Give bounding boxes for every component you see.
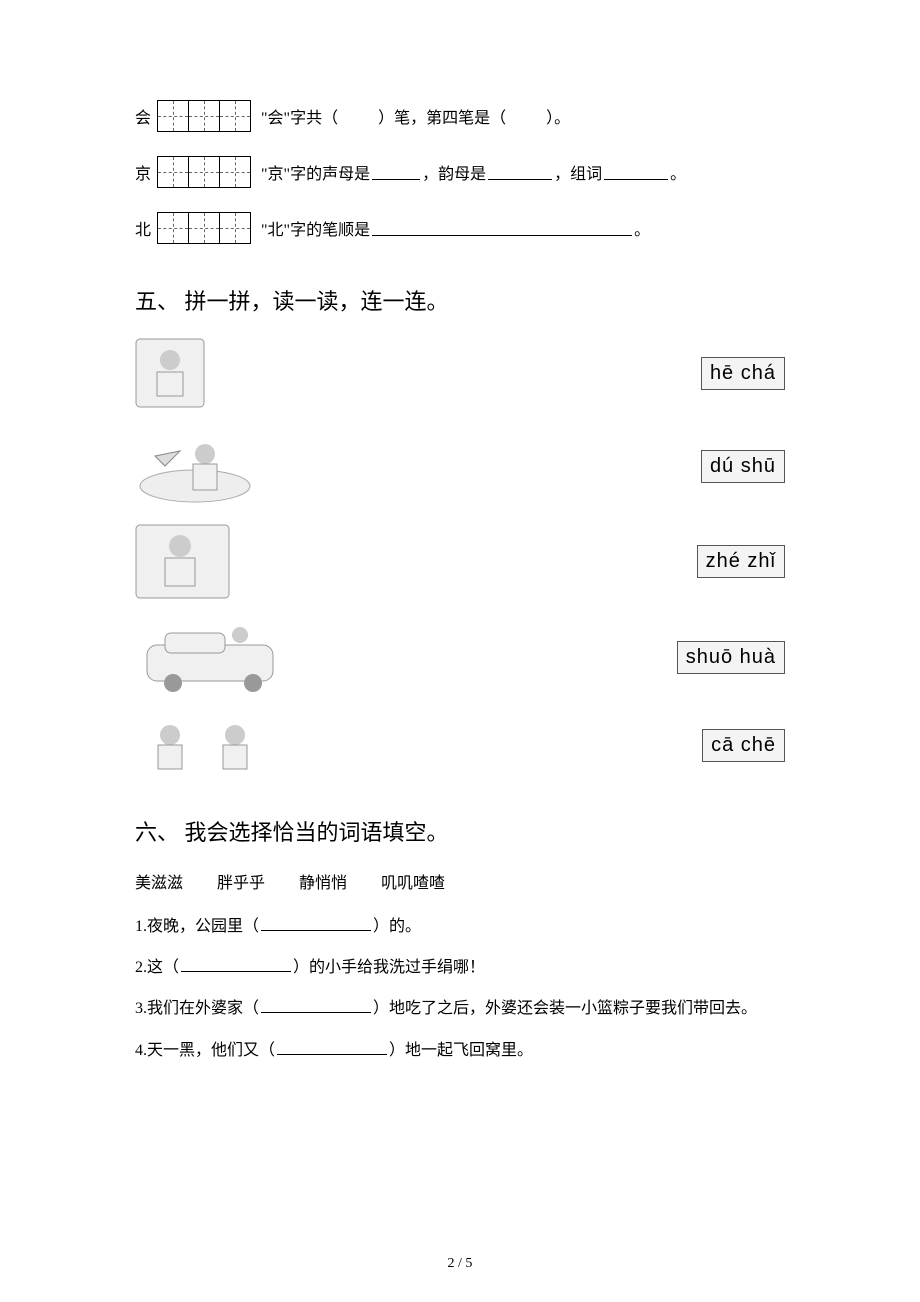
section-6-heading: 六、 我会选择恰当的词语填空。: [135, 815, 785, 847]
underline-blank: [261, 917, 371, 931]
row-text: "京"字的声母是: [261, 160, 370, 184]
tian-cell: [157, 100, 189, 132]
underline-blank: [372, 164, 420, 180]
match-image: [135, 426, 255, 506]
pinyin-label: cā chē: [702, 729, 785, 762]
match-row: zhé zhǐ: [135, 524, 785, 599]
page-number: 2 / 5: [0, 1256, 920, 1272]
q-text: 1.夜晚，公园里（: [135, 918, 259, 935]
question-2: 2.这（ ）的小手给我洗过手绢哪！: [135, 950, 785, 985]
row-text: ）笔，第四笔是（: [378, 104, 506, 128]
row-text: ，组词: [554, 160, 602, 184]
stroke-section: 会 "会"字共（ ）笔，第四笔是（ ）。 京 "京"字的声母是 ，韵母是 ，组词…: [135, 100, 785, 244]
pinyin-label: zhé zhǐ: [697, 545, 785, 578]
boy-paperplane-icon: [135, 426, 255, 506]
tian-cell: [188, 100, 220, 132]
char-row-jing: 京 "京"字的声母是 ，韵母是 ，组词 。: [135, 156, 785, 188]
row-text: "北"字的笔顺是: [261, 216, 370, 240]
tian-cell: [188, 212, 220, 244]
tian-cell: [157, 156, 189, 188]
match-image: [135, 715, 275, 775]
q-text: ）地吃了之后，外婆还会装一小篮粽子要我们带回去。: [373, 1000, 757, 1017]
char-row-hui: 会 "会"字共（ ）笔，第四笔是（ ）。: [135, 100, 785, 132]
match-row: shuō huà: [135, 617, 785, 697]
tianzige-grid: [157, 156, 251, 188]
tian-cell: [219, 156, 251, 188]
q-text: 2.这（: [135, 959, 179, 976]
tianzige-grid: [157, 212, 251, 244]
girl-reading-icon: [135, 338, 205, 408]
section-5-heading: 五、 拼一拼，读一读，连一连。: [135, 284, 785, 316]
row-text: ，韵母是: [422, 160, 486, 184]
word-option: 静悄悄: [299, 875, 347, 892]
underline-blank: [181, 958, 291, 972]
q-text: ）地一起飞回窝里。: [389, 1042, 533, 1059]
tian-cell: [157, 212, 189, 244]
row-text: 。: [634, 216, 650, 240]
char-label: 北: [135, 216, 151, 240]
pinyin-label: dú shū: [701, 450, 785, 483]
char-row-bei: 北 "北"字的笔顺是 。: [135, 212, 785, 244]
tian-cell: [219, 100, 251, 132]
q-text: 4.天一黑，他们又（: [135, 1042, 275, 1059]
boy-sitting-icon: [135, 524, 230, 599]
question-4: 4.天一黑，他们又（ ）地一起飞回窝里。: [135, 1033, 785, 1068]
row-text: "会"字共（: [261, 104, 338, 128]
match-row: hē chá: [135, 338, 785, 408]
word-option: 胖乎乎: [217, 875, 265, 892]
matching-section: hē chá dú shū zhé zhǐ: [135, 338, 785, 775]
car-wash-icon: [135, 617, 285, 697]
pinyin-label: hē chá: [701, 357, 785, 390]
underline-blank: [372, 220, 632, 236]
char-label: 会: [135, 104, 151, 128]
match-image: [135, 524, 230, 599]
question-1: 1.夜晚，公园里（ ）的。: [135, 909, 785, 944]
word-bank: 美滋滋 胖乎乎 静悄悄 叽叽喳喳: [135, 869, 785, 893]
underline-blank: [488, 164, 552, 180]
match-image: [135, 338, 205, 408]
q-text: 3.我们在外婆家（: [135, 1000, 259, 1017]
match-row: dú shū: [135, 426, 785, 506]
tianzige-grid: [157, 100, 251, 132]
underline-blank: [277, 1040, 387, 1054]
pinyin-label: shuō huà: [677, 641, 785, 674]
row-text: 。: [670, 160, 686, 184]
underline-blank: [604, 164, 668, 180]
tian-cell: [188, 156, 220, 188]
underline-blank: [261, 999, 371, 1013]
question-3: 3.我们在外婆家（ ）地吃了之后，外婆还会装一小篮粽子要我们带回去。: [135, 991, 785, 1026]
match-row: cā chē: [135, 715, 785, 775]
word-option: 叽叽喳喳: [381, 875, 445, 892]
tian-cell: [219, 212, 251, 244]
q-text: ）的小手给我洗过手绢哪！: [293, 959, 485, 976]
word-option: 美滋滋: [135, 875, 183, 892]
row-text: ）。: [546, 104, 570, 128]
q-text: ）的。: [373, 918, 421, 935]
match-image: [135, 617, 285, 697]
char-label: 京: [135, 160, 151, 184]
kids-talking-icon: [135, 715, 275, 775]
